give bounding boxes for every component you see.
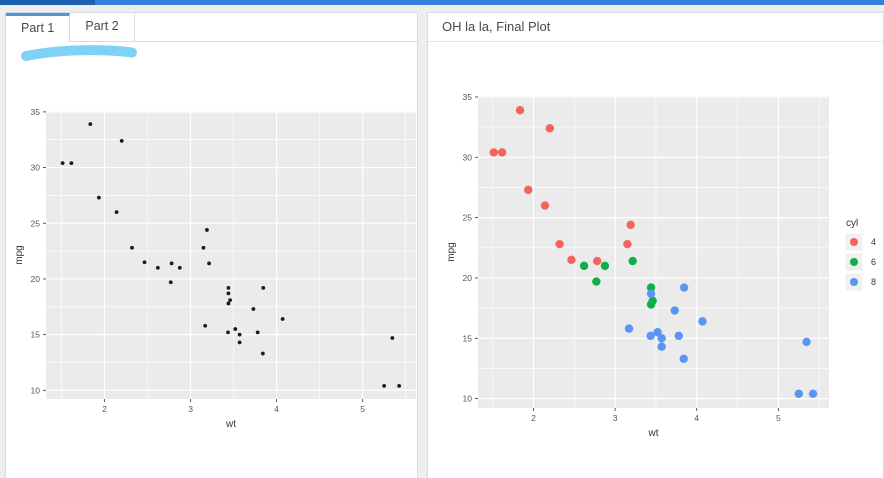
svg-text:5: 5	[776, 413, 781, 423]
svg-text:4: 4	[274, 404, 279, 414]
svg-text:3: 3	[613, 413, 618, 423]
scatter-plot-mpg-wt-by-cyl: 2 3 4 5 10 15 20 25 30 35 wt mpg cyl 4 6 8	[446, 92, 876, 439]
svg-text:6: 6	[871, 257, 876, 267]
tab-part-1-label: Part 1	[21, 21, 55, 35]
right-panel-header: OH la la, Final Plot	[428, 13, 883, 42]
svg-text:5: 5	[360, 404, 365, 414]
svg-text:35: 35	[463, 92, 473, 102]
svg-text:25: 25	[31, 218, 41, 228]
svg-text:wt: wt	[648, 428, 659, 439]
svg-text:15: 15	[463, 333, 473, 343]
svg-text:4: 4	[871, 237, 876, 247]
scatter-plot-mpg-wt: 2 3 4 5 10 15 20 25 30 35 wt mpg	[16, 107, 416, 430]
top-loading-bar	[0, 0, 884, 5]
svg-text:15: 15	[31, 330, 41, 340]
tab-part-1[interactable]: Part 1	[6, 13, 71, 42]
svg-text:2: 2	[102, 404, 107, 414]
svg-text:20: 20	[463, 273, 473, 283]
svg-text:wt: wt	[225, 419, 236, 430]
highlighter-stroke	[21, 45, 137, 61]
svg-text:20: 20	[31, 274, 41, 284]
svg-text:10: 10	[31, 385, 41, 395]
highlighter-annotation	[21, 45, 137, 61]
svg-text:mpg: mpg	[16, 245, 25, 264]
svg-text:30: 30	[31, 163, 41, 173]
tab-bar-filler	[135, 13, 417, 41]
svg-text:25: 25	[463, 213, 473, 223]
svg-text:35: 35	[31, 107, 41, 117]
panel-title: OH la la, Final Plot	[442, 19, 551, 34]
loading-progress-segment	[0, 0, 95, 5]
svg-text:mpg: mpg	[446, 242, 457, 261]
svg-text:3: 3	[188, 404, 193, 414]
svg-text:cyl: cyl	[846, 218, 858, 229]
tab-part-2-label: Part 2	[85, 19, 119, 33]
svg-text:10: 10	[463, 394, 473, 404]
svg-text:30: 30	[463, 152, 473, 162]
tab-bar: Part 1 Part 2	[6, 13, 417, 42]
left-panel-card: Part 1 Part 2 2 3 4 5 10 15 20 25 30 35 wt mpg	[5, 12, 418, 478]
svg-text:2: 2	[531, 413, 536, 423]
svg-text:4: 4	[694, 413, 699, 423]
right-panel-card: OH la la, Final Plot 2 3 4 5 10 15 20 25 30 35 wt m…	[427, 12, 884, 478]
svg-text:8: 8	[871, 277, 876, 287]
tab-part-2[interactable]: Part 2	[70, 13, 135, 41]
